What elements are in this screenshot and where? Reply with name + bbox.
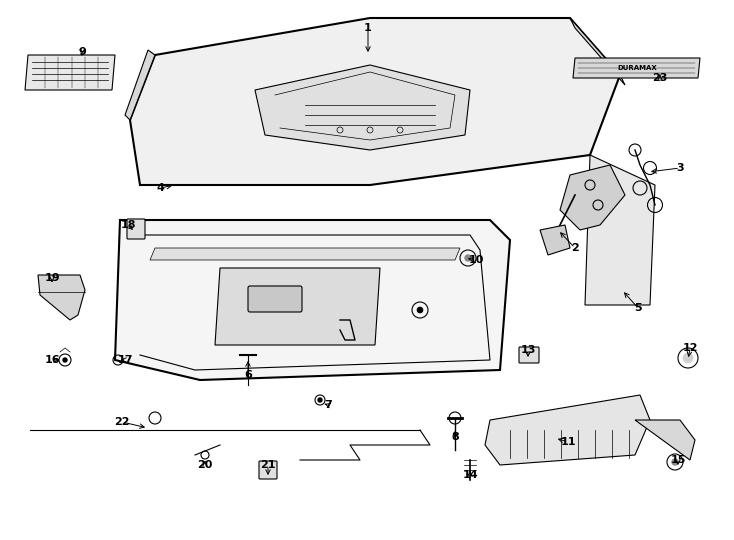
Circle shape bbox=[683, 353, 693, 363]
FancyBboxPatch shape bbox=[259, 461, 277, 479]
Polygon shape bbox=[570, 18, 625, 85]
Polygon shape bbox=[125, 50, 155, 120]
Text: 19: 19 bbox=[44, 273, 59, 283]
Text: 12: 12 bbox=[682, 343, 698, 353]
Text: 8: 8 bbox=[451, 432, 459, 442]
Text: 13: 13 bbox=[520, 345, 536, 355]
Polygon shape bbox=[255, 65, 470, 150]
Text: 17: 17 bbox=[117, 355, 133, 365]
Text: 16: 16 bbox=[44, 355, 59, 365]
Text: 23: 23 bbox=[653, 73, 668, 83]
Polygon shape bbox=[25, 55, 115, 90]
Text: 7: 7 bbox=[324, 400, 332, 410]
Polygon shape bbox=[560, 165, 625, 230]
Polygon shape bbox=[485, 395, 650, 465]
Text: 3: 3 bbox=[676, 163, 684, 173]
Polygon shape bbox=[130, 18, 620, 185]
Text: DURAMAX: DURAMAX bbox=[617, 65, 657, 71]
Text: 10: 10 bbox=[468, 255, 484, 265]
Text: 9: 9 bbox=[78, 47, 86, 57]
Text: 1: 1 bbox=[364, 23, 372, 33]
Text: 18: 18 bbox=[120, 220, 136, 230]
Polygon shape bbox=[38, 275, 85, 320]
Text: 11: 11 bbox=[560, 437, 575, 447]
Polygon shape bbox=[573, 58, 700, 78]
Text: 15: 15 bbox=[670, 455, 686, 465]
Text: 22: 22 bbox=[115, 417, 130, 427]
Circle shape bbox=[417, 307, 423, 313]
Polygon shape bbox=[115, 220, 510, 380]
Text: 14: 14 bbox=[462, 470, 478, 480]
Text: 6: 6 bbox=[244, 370, 252, 380]
Text: 20: 20 bbox=[197, 460, 213, 470]
Text: 5: 5 bbox=[634, 303, 642, 313]
Polygon shape bbox=[540, 225, 570, 255]
Text: 4: 4 bbox=[156, 183, 164, 193]
Polygon shape bbox=[635, 420, 695, 460]
Circle shape bbox=[318, 398, 322, 402]
Circle shape bbox=[672, 459, 678, 465]
FancyBboxPatch shape bbox=[127, 219, 145, 239]
Text: 2: 2 bbox=[571, 243, 579, 253]
Circle shape bbox=[63, 358, 67, 362]
Polygon shape bbox=[150, 248, 460, 260]
Polygon shape bbox=[585, 155, 655, 305]
FancyBboxPatch shape bbox=[248, 286, 302, 312]
FancyBboxPatch shape bbox=[519, 347, 539, 363]
Polygon shape bbox=[215, 268, 380, 345]
Circle shape bbox=[465, 255, 471, 261]
Text: 21: 21 bbox=[261, 460, 276, 470]
